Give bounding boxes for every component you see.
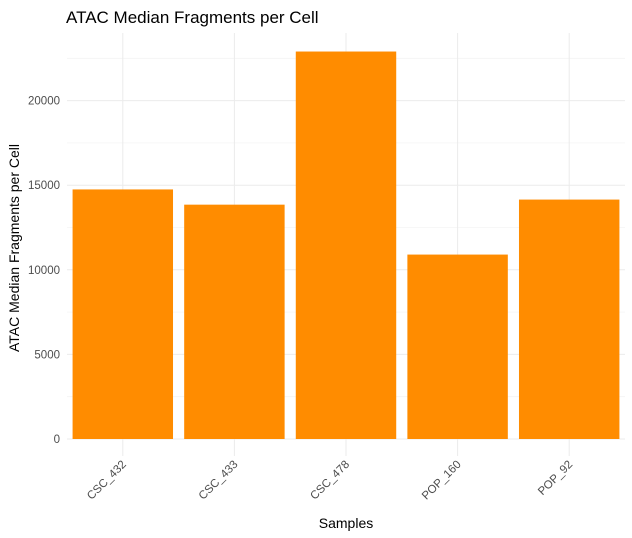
y-tick-label: 15000	[28, 180, 60, 192]
y-axis-ticks: 0 5000 10000 15000 20000	[28, 96, 60, 446]
bar-csc-478	[295, 51, 397, 439]
y-tick-label: 5000	[34, 349, 60, 361]
y-tick-label: 10000	[28, 265, 60, 277]
bar-pop-92	[518, 199, 620, 439]
x-tick-label: POP_160	[420, 459, 464, 503]
bar-csc-432	[72, 189, 174, 439]
x-tick-label: CSC_478	[308, 459, 352, 503]
y-tick-label: 20000	[28, 96, 60, 108]
x-tick-label: CSC_432	[85, 459, 129, 503]
x-tick-label: POP_92	[536, 459, 575, 498]
x-tick-label: CSC_433	[197, 459, 241, 503]
x-axis-title: Samples	[319, 515, 373, 531]
x-axis-ticks: CSC_432 CSC_433 CSC_478 POP_160 POP_92	[85, 459, 575, 503]
bar-pop-160	[407, 254, 508, 439]
bars	[72, 51, 620, 439]
y-axis-title: ATAC Median Fragments per Cell	[6, 144, 22, 352]
bar-csc-433	[184, 204, 285, 439]
chart-title: ATAC Median Fragments per Cell	[66, 8, 319, 27]
y-tick-label: 0	[54, 434, 60, 446]
